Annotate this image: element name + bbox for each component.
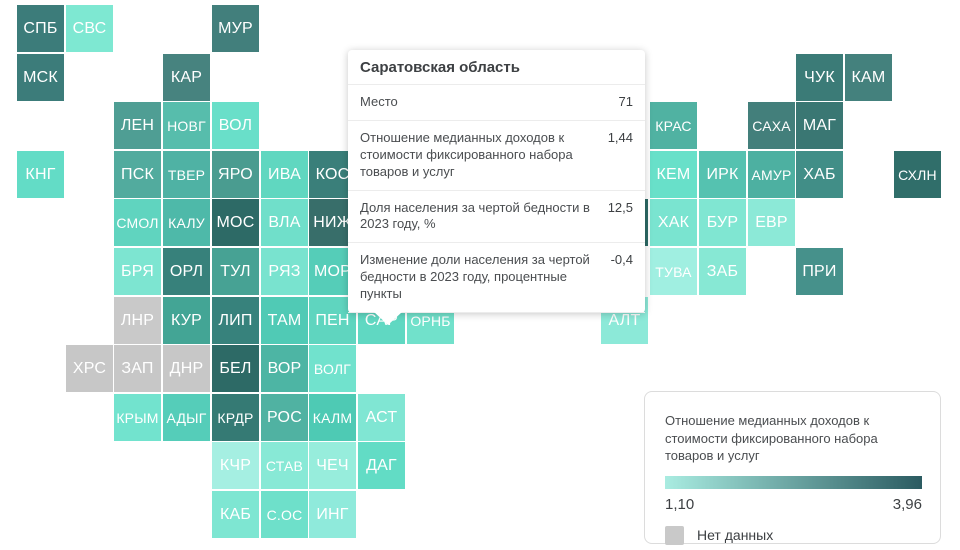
tooltip-row-value: -0,4 bbox=[610, 252, 633, 268]
no-data-swatch bbox=[665, 525, 684, 545]
region-tile-АМУР[interactable]: АМУР bbox=[748, 151, 795, 198]
region-tile-ВОР[interactable]: ВОР bbox=[261, 345, 308, 392]
region-tile-ЧЕЧ[interactable]: ЧЕЧ bbox=[309, 442, 356, 489]
region-tile-ЛИП[interactable]: ЛИП bbox=[212, 297, 259, 344]
region-tile-ДНР[interactable]: ДНР bbox=[163, 345, 210, 392]
region-tile-КРДР[interactable]: КРДР bbox=[212, 394, 259, 441]
legend-max-value: 3,96 bbox=[892, 495, 922, 513]
region-tile-ВЛА[interactable]: ВЛА bbox=[261, 199, 308, 246]
region-tile-РОС[interactable]: РОС bbox=[261, 394, 308, 441]
tooltip-row-poverty-change: Изменение доли населения за чертой бедно… bbox=[348, 243, 645, 314]
region-tile-КАЛУ[interactable]: КАЛУ bbox=[163, 199, 210, 246]
tooltip-row-label: Изменение доли населения за чертой бедно… bbox=[360, 252, 590, 302]
legend-no-data: Нет данных bbox=[665, 525, 920, 545]
region-tile-ВОЛГ[interactable]: ВОЛГ bbox=[309, 345, 356, 392]
region-tile-ТУВА[interactable]: ТУВА bbox=[650, 248, 697, 295]
tooltip-row-ratio: Отношение медианных доходов к стоимости … bbox=[348, 121, 645, 191]
region-tile-КАЛМ[interactable]: КАЛМ bbox=[309, 394, 356, 441]
region-tile-КРЫМ[interactable]: КРЫМ bbox=[114, 394, 161, 441]
region-tile-ПРИ[interactable]: ПРИ bbox=[796, 248, 843, 295]
no-data-label: Нет данных bbox=[697, 527, 774, 544]
region-tile-СВС[interactable]: СВС bbox=[66, 5, 113, 52]
tooltip-row-value: 12,5 bbox=[607, 199, 633, 215]
region-tile-ИНГ[interactable]: ИНГ bbox=[309, 491, 356, 538]
region-tile-ИРК[interactable]: ИРК bbox=[699, 151, 746, 198]
region-tooltip: Саратовская область Место 71 Отношение м… bbox=[348, 50, 645, 326]
tooltip-row-poverty-share: Доля населения за чертой бедности в 2023… bbox=[348, 191, 645, 244]
region-tile-МАГ[interactable]: МАГ bbox=[796, 102, 843, 149]
region-tile-СПБ[interactable]: СПБ bbox=[17, 5, 64, 52]
region-tile-ИВА[interactable]: ИВА bbox=[261, 151, 308, 198]
tooltip-caret bbox=[374, 312, 402, 326]
region-tile-БРЯ[interactable]: БРЯ bbox=[114, 248, 161, 295]
region-tile-ЧУК[interactable]: ЧУК bbox=[796, 54, 843, 101]
region-tile-ЛНР[interactable]: ЛНР bbox=[114, 297, 161, 344]
region-tile-КАБ[interactable]: КАБ bbox=[212, 491, 259, 538]
region-tile-КЧР[interactable]: КЧР bbox=[212, 442, 259, 489]
region-tile-АСТ[interactable]: АСТ bbox=[358, 394, 405, 441]
region-tile-ПСК[interactable]: ПСК bbox=[114, 151, 161, 198]
region-tile-МУР[interactable]: МУР bbox=[212, 5, 259, 52]
region-tile-БЕЛ[interactable]: БЕЛ bbox=[212, 345, 259, 392]
tooltip-row-value: 71 bbox=[618, 94, 633, 109]
legend-scale: 1,10 3,96 bbox=[665, 496, 922, 513]
region-tile-С.ОС[interactable]: С.ОС bbox=[261, 491, 308, 538]
region-tile-АДЫГ[interactable]: АДЫГ bbox=[163, 394, 210, 441]
tooltip-row-value: 1,44 bbox=[607, 129, 633, 145]
tooltip-row-label: Место bbox=[360, 94, 398, 109]
region-tile-ТУЛ[interactable]: ТУЛ bbox=[212, 248, 259, 295]
region-tile-ХРС[interactable]: ХРС bbox=[66, 345, 113, 392]
tooltip-row-label: Отношение медианных доходов к стоимости … bbox=[360, 129, 573, 179]
region-tile-КНГ[interactable]: КНГ bbox=[17, 151, 64, 198]
region-tile-ЛЕН[interactable]: ЛЕН bbox=[114, 102, 161, 149]
region-tile-РЯЗ[interactable]: РЯЗ bbox=[261, 248, 308, 295]
region-tile-ЕВР[interactable]: ЕВР bbox=[748, 199, 795, 246]
legend-gradient-bar bbox=[665, 475, 922, 489]
region-tile-БУР[interactable]: БУР bbox=[699, 199, 746, 246]
tooltip-row-rank: Место 71 bbox=[348, 85, 645, 121]
region-tile-МОС[interactable]: МОС bbox=[212, 199, 259, 246]
region-tile-САХА[interactable]: САХА bbox=[748, 102, 795, 149]
legend-min-value: 1,10 bbox=[665, 495, 695, 513]
region-tile-КУР[interactable]: КУР bbox=[163, 297, 210, 344]
legend: Отношение медианных доходов к стоимости … bbox=[644, 391, 941, 545]
region-tile-КАР[interactable]: КАР bbox=[163, 54, 210, 101]
region-tile-КАМ[interactable]: КАМ bbox=[845, 54, 892, 101]
region-tile-СМОЛ[interactable]: СМОЛ bbox=[114, 199, 161, 246]
region-tile-ЗАБ[interactable]: ЗАБ bbox=[699, 248, 746, 295]
region-tile-ОРЛ[interactable]: ОРЛ bbox=[163, 248, 210, 295]
region-tile-СХЛН[interactable]: СХЛН bbox=[894, 151, 941, 198]
region-tile-ЗАП[interactable]: ЗАП bbox=[114, 345, 161, 392]
region-tile-НОВГ[interactable]: НОВГ bbox=[163, 102, 210, 149]
tooltip-row-label: Доля населения за чертой бедности в 2023… bbox=[360, 199, 590, 232]
region-tile-ПЕН[interactable]: ПЕН bbox=[309, 297, 356, 344]
region-tile-СТАВ[interactable]: СТАВ bbox=[261, 442, 308, 489]
region-tile-ДАГ[interactable]: ДАГ bbox=[358, 442, 405, 489]
tooltip-region-name: Саратовская область bbox=[348, 50, 645, 85]
region-tile-КРАС[interactable]: КРАС bbox=[650, 102, 697, 149]
region-tile-КЕМ[interactable]: КЕМ bbox=[650, 151, 697, 198]
region-tile-ЯРО[interactable]: ЯРО bbox=[212, 151, 259, 198]
legend-title: Отношение медианных доходов к стоимости … bbox=[665, 413, 878, 464]
region-tile-ХАБ[interactable]: ХАБ bbox=[796, 151, 843, 198]
region-tile-ХАК[interactable]: ХАК bbox=[650, 199, 697, 246]
region-tile-ТАМ[interactable]: ТАМ bbox=[261, 297, 308, 344]
region-tile-МСК[interactable]: МСК bbox=[17, 54, 64, 101]
region-tile-ВОЛ[interactable]: ВОЛ bbox=[212, 102, 259, 149]
region-tile-ТВЕР[interactable]: ТВЕР bbox=[163, 151, 210, 198]
